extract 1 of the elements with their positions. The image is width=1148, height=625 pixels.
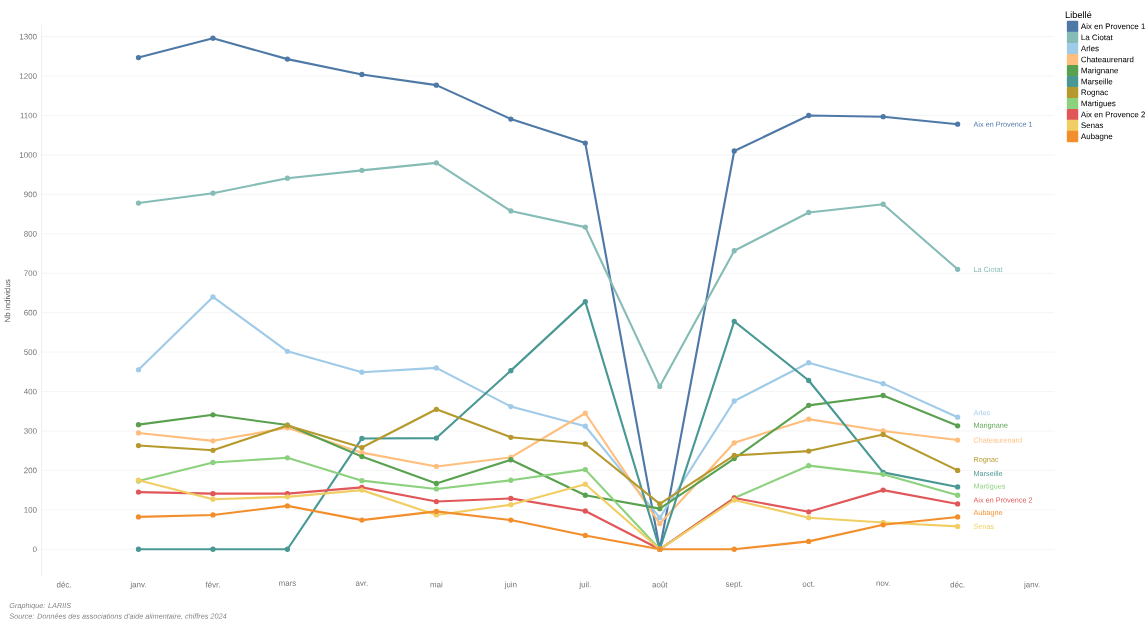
legend-title: Libellé <box>1065 11 1092 19</box>
